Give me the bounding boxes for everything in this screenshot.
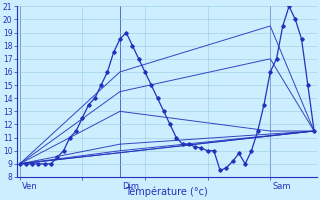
X-axis label: Température (°c): Température (°c) bbox=[125, 187, 208, 197]
Text: Dim: Dim bbox=[122, 182, 139, 191]
Text: Sam: Sam bbox=[272, 182, 291, 191]
Text: Ven: Ven bbox=[21, 182, 37, 191]
